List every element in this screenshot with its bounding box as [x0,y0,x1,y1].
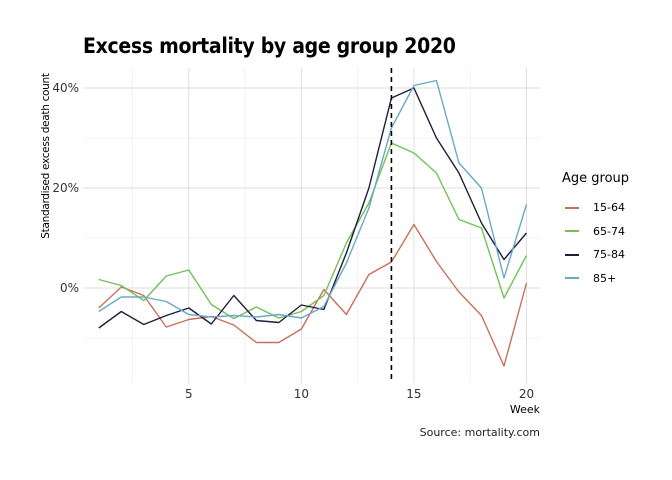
legend-swatch [565,230,579,233]
y-tick-label: 0% [60,281,79,295]
y-tick-labels: 0% 20% 40% [52,81,79,295]
chart-title: Excess mortality by age group 2020 [83,34,456,58]
x-tick-label: 10 [294,387,309,401]
legend-label: 15-64 [593,201,625,215]
legend-label: 65-74 [593,224,625,238]
major-gridlines [83,68,540,383]
legend-swatch [565,206,579,209]
legend-label: 75-84 [593,248,625,262]
x-tick-label: 5 [185,387,193,401]
caption: Source: mortality.com [419,426,540,439]
x-tick-labels: 5 10 15 20 [185,387,534,401]
legend-swatch [565,277,579,280]
minor-gridlines [83,68,540,383]
legend: Age group 15-64 65-74 75-84 85+ [562,171,629,290]
x-tick-label: 20 [519,387,534,401]
y-tick-label: 20% [52,181,79,195]
legend-item: 75-84 [562,243,629,267]
series-lines [98,79,528,367]
legend-label: 85+ [593,271,617,285]
legend-item: 65-74 [562,220,629,244]
legend-swatch [565,253,579,256]
y-tick-label: 40% [52,81,79,95]
series-line-75-84 [98,87,528,329]
legend-title: Age group [562,171,630,186]
legend-item: 15-64 [562,196,629,220]
series-line-65-74 [98,142,528,320]
series-line-85plus [98,79,528,319]
legend-items: 15-64 65-74 75-84 85+ [562,196,629,290]
series-line-15-64 [98,223,528,367]
x-tick-label: 15 [406,387,421,401]
legend-item: 85+ [562,267,629,291]
x-axis-title: Week [509,403,540,416]
